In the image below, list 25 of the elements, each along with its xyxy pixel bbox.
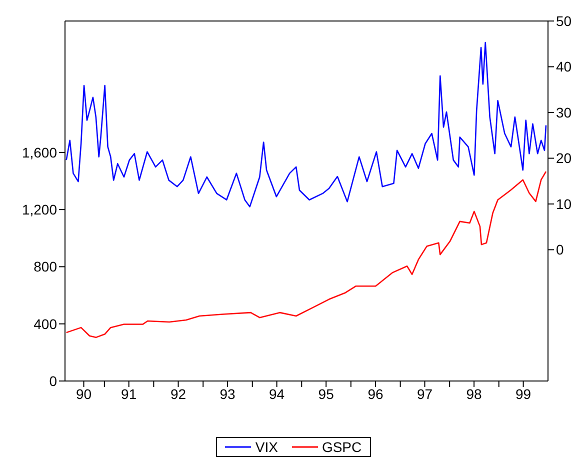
line-series bbox=[66, 42, 547, 208]
x-tick-label: 91 bbox=[121, 386, 137, 402]
legend-label: VIX bbox=[255, 439, 278, 455]
y2-tick-label: 50 bbox=[556, 12, 572, 29]
y-tick-label: 400 bbox=[34, 316, 58, 332]
x-tick-label: 94 bbox=[269, 386, 285, 402]
x-tick-label: 96 bbox=[368, 386, 384, 402]
x-tick-label: 92 bbox=[170, 386, 186, 402]
y-tick-label: 800 bbox=[34, 258, 58, 275]
y-tick-label: 1,200 bbox=[22, 202, 58, 218]
x-tick-label: 98 bbox=[466, 386, 482, 402]
y2-tick-label: 20 bbox=[556, 150, 572, 166]
x-tick-label: 90 bbox=[76, 386, 92, 402]
y-tick-label: 0 bbox=[49, 372, 58, 389]
y2-tick-label: 0 bbox=[556, 242, 564, 258]
y2-tick-label: 40 bbox=[556, 58, 572, 75]
x-tick-label: 95 bbox=[318, 386, 334, 402]
x-tick-label: 97 bbox=[416, 386, 433, 402]
line-series bbox=[66, 170, 547, 338]
y-tick-label: 1,600 bbox=[22, 144, 58, 160]
legend-label: GSPC bbox=[322, 439, 362, 455]
y2-tick-label: 30 bbox=[556, 104, 572, 120]
x-tick-label: 93 bbox=[220, 386, 236, 402]
x-tick-label: 99 bbox=[516, 386, 532, 402]
y2-tick-label: 10 bbox=[556, 196, 572, 212]
